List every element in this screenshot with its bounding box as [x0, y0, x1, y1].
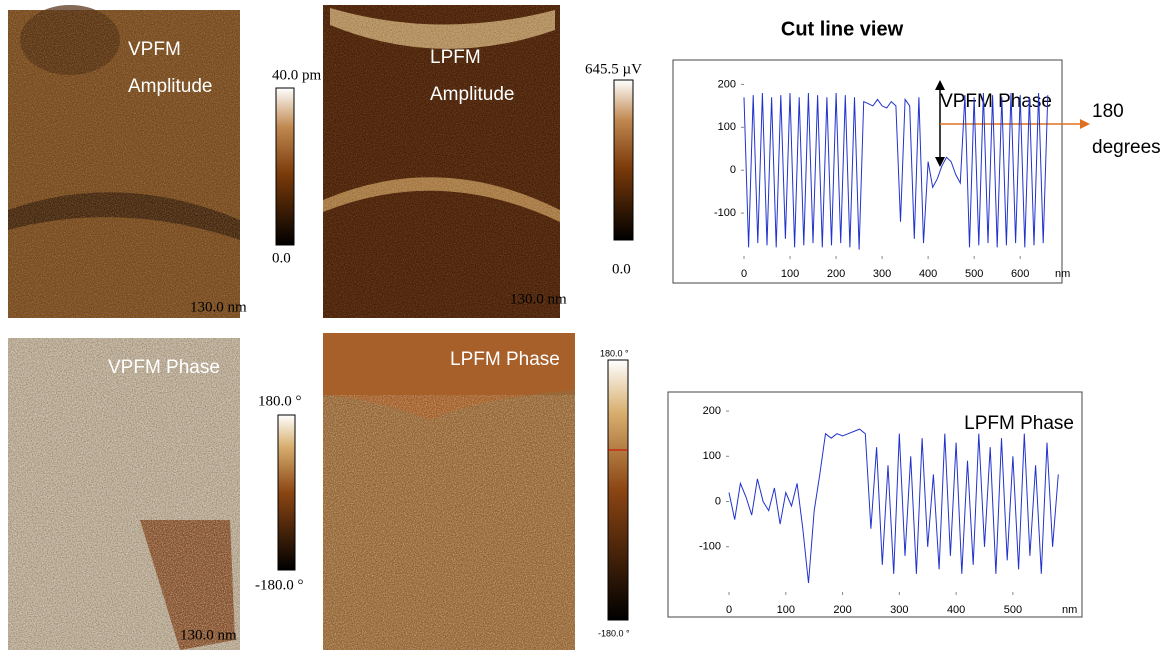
scale-bar: 130.0 nm [190, 299, 247, 315]
x-tick-label: 300 [873, 268, 891, 280]
colorbar-min: -180.0 ° [598, 628, 630, 638]
x-tick-label: 400 [919, 268, 937, 280]
image-label: LPFM Phase [450, 349, 560, 370]
y-tick-label: 200 [703, 405, 721, 417]
colorbar-min: 0.0 [612, 261, 631, 277]
image-label: VPFM [128, 39, 181, 60]
x-tick-label: 500 [1004, 604, 1022, 616]
colorbar [277, 414, 296, 571]
y-tick-label: 100 [718, 121, 736, 133]
chart-title: LPFM Phase [964, 413, 1074, 434]
section-title: Cut line view [781, 18, 904, 40]
x-axis-label: nm [1062, 604, 1077, 616]
afm-image [323, 5, 560, 318]
y-tick-label: 0 [715, 495, 721, 507]
annotation: 180 [1092, 101, 1124, 122]
y-tick-label: 100 [703, 450, 721, 462]
image-label: LPFM [430, 47, 481, 68]
colorbar [607, 359, 629, 621]
orange-arrow-head [1080, 119, 1090, 129]
afm-image [8, 5, 240, 318]
afm-image [323, 333, 575, 650]
x-tick-label: 0 [726, 604, 732, 616]
x-tick-label: 500 [965, 268, 983, 280]
colorbar-max: 180.0 ° [600, 348, 629, 358]
arrow-heads [935, 80, 945, 167]
x-tick-label: 300 [890, 604, 908, 616]
colorbar-max: 645.5 µV [585, 61, 642, 77]
colorbar-max: 180.0 ° [258, 393, 302, 409]
x-tick-label: 400 [947, 604, 965, 616]
x-tick-label: 200 [827, 268, 845, 280]
chart-title: VPFM Phase [940, 91, 1052, 112]
x-tick-label: 100 [777, 604, 795, 616]
colorbar [613, 79, 634, 241]
image-label: Amplitude [128, 76, 213, 97]
scale-bar: 130.0 nm [180, 627, 237, 643]
y-tick-label: -100 [714, 207, 736, 219]
x-tick-label: 0 [741, 268, 747, 280]
y-tick-label: -100 [699, 541, 721, 553]
data-line [728, 428, 1059, 584]
colorbar-max: 40.0 pm [272, 67, 322, 83]
colorbar [275, 87, 295, 246]
annotation: degrees [1092, 137, 1161, 158]
x-tick-label: 100 [781, 268, 799, 280]
image-label: VPFM Phase [108, 357, 220, 378]
x-tick-label: 600 [1011, 268, 1029, 280]
y-tick-label: 200 [718, 78, 736, 90]
data-line [743, 92, 1049, 250]
colorbar-min: -180.0 ° [255, 577, 304, 593]
afm-image [8, 338, 240, 650]
colorbar-min: 0.0 [272, 250, 291, 266]
x-axis-label: nm [1055, 268, 1070, 280]
y-tick-label: 0 [730, 164, 736, 176]
image-label: Amplitude [430, 84, 515, 105]
x-tick-label: 200 [833, 604, 851, 616]
scale-bar: 130.0 nm [510, 291, 567, 307]
